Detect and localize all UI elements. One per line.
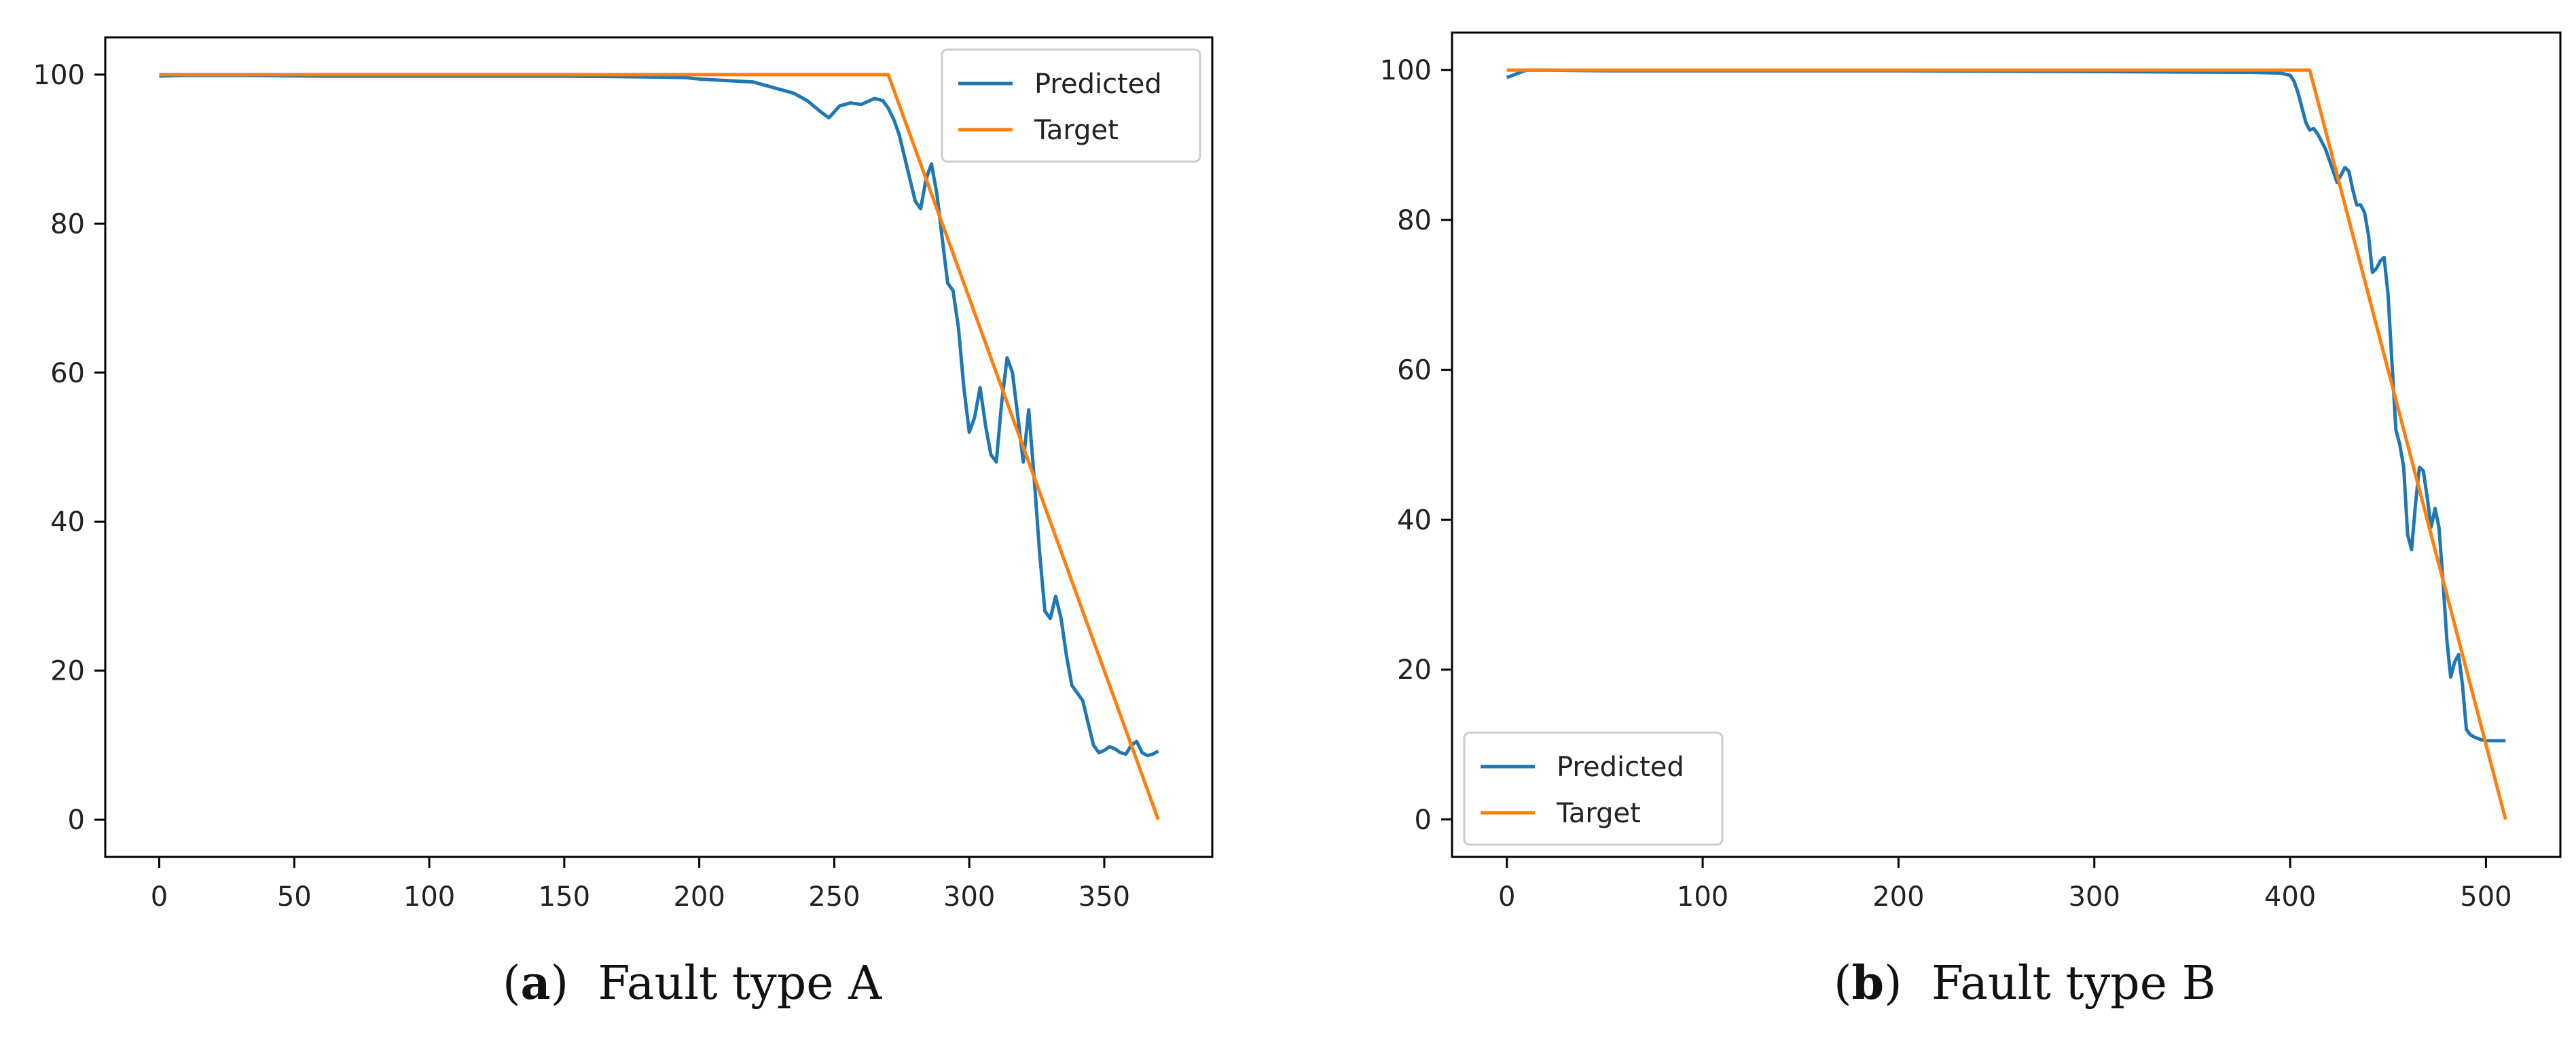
x-tick-label: 200 bbox=[673, 881, 725, 913]
plot-frame bbox=[104, 36, 1214, 858]
x-tick-label: 100 bbox=[1677, 881, 1728, 913]
caption-b-open: ( bbox=[1834, 957, 1852, 1010]
x-tick-label: 350 bbox=[1078, 881, 1130, 913]
chart-fault-type-b: 0 100 200 300 400 500 0 20 40 60 80 100 Predicted Tar… bbox=[1380, 31, 2562, 913]
series-line-predicted bbox=[159, 73, 1159, 758]
y-tick-label: 20 bbox=[1397, 655, 1432, 686]
legend-label-predicted: Predicted bbox=[1557, 752, 1684, 783]
x-tick-label: 0 bbox=[1498, 881, 1515, 913]
y-tick-label: 80 bbox=[50, 208, 85, 240]
caption-a: (a) Fault type A bbox=[503, 956, 882, 1010]
legend-label-target: Target bbox=[1034, 115, 1119, 146]
legend-label-target: Target bbox=[1556, 798, 1641, 829]
caption-b-letter: b bbox=[1851, 956, 1885, 1010]
caption-b-text: Fault type B bbox=[1931, 957, 2216, 1010]
legend: Predicted Target bbox=[1463, 731, 1724, 846]
y-tick-label: 60 bbox=[1397, 355, 1432, 386]
series-line-predicted bbox=[1506, 68, 2506, 743]
legend-box bbox=[1463, 731, 1724, 846]
x-tick-label: 500 bbox=[2460, 881, 2511, 913]
plot-frame bbox=[1451, 31, 2562, 858]
caption-a-open: ( bbox=[503, 957, 521, 1010]
caption-a-text: Fault type A bbox=[598, 957, 882, 1010]
y-tick-label: 80 bbox=[1397, 205, 1432, 236]
x-tick-label: 300 bbox=[943, 881, 995, 913]
chart-fault-type-a: 0 50 100 150 200 250 300 350 0 20 40 60 80 100 Predict… bbox=[33, 36, 1214, 913]
x-tick-label: 250 bbox=[808, 881, 860, 913]
x-tick-label: 50 bbox=[277, 881, 312, 913]
y-tick-label: 60 bbox=[50, 358, 85, 389]
y-tick-label: 0 bbox=[1415, 805, 1432, 836]
x-tick-label: 100 bbox=[403, 881, 455, 913]
caption-a-letter: a bbox=[520, 956, 551, 1010]
y-tick-label: 0 bbox=[68, 805, 85, 836]
x-tick-label: 150 bbox=[539, 881, 590, 913]
x-tick-label: 400 bbox=[2264, 881, 2316, 913]
x-tick-label: 0 bbox=[151, 881, 168, 913]
x-tick-label: 200 bbox=[1872, 881, 1924, 913]
y-tick-label: 40 bbox=[50, 507, 85, 538]
series-line-target bbox=[1506, 68, 2507, 820]
caption-a-close: ) bbox=[550, 957, 569, 1010]
series-line-target bbox=[159, 73, 1160, 820]
legend: Predicted Target bbox=[941, 48, 1201, 163]
y-tick-label: 40 bbox=[1397, 505, 1432, 536]
y-tick-label: 100 bbox=[1380, 55, 1432, 86]
caption-b: (b) Fault type B bbox=[1834, 956, 2216, 1010]
y-tick-label: 100 bbox=[33, 60, 85, 91]
x-tick-label: 300 bbox=[2069, 881, 2120, 913]
y-tick-label: 20 bbox=[50, 656, 85, 687]
caption-b-close: ) bbox=[1884, 957, 1902, 1010]
legend-box bbox=[941, 48, 1201, 163]
legend-label-predicted: Predicted bbox=[1034, 69, 1162, 100]
